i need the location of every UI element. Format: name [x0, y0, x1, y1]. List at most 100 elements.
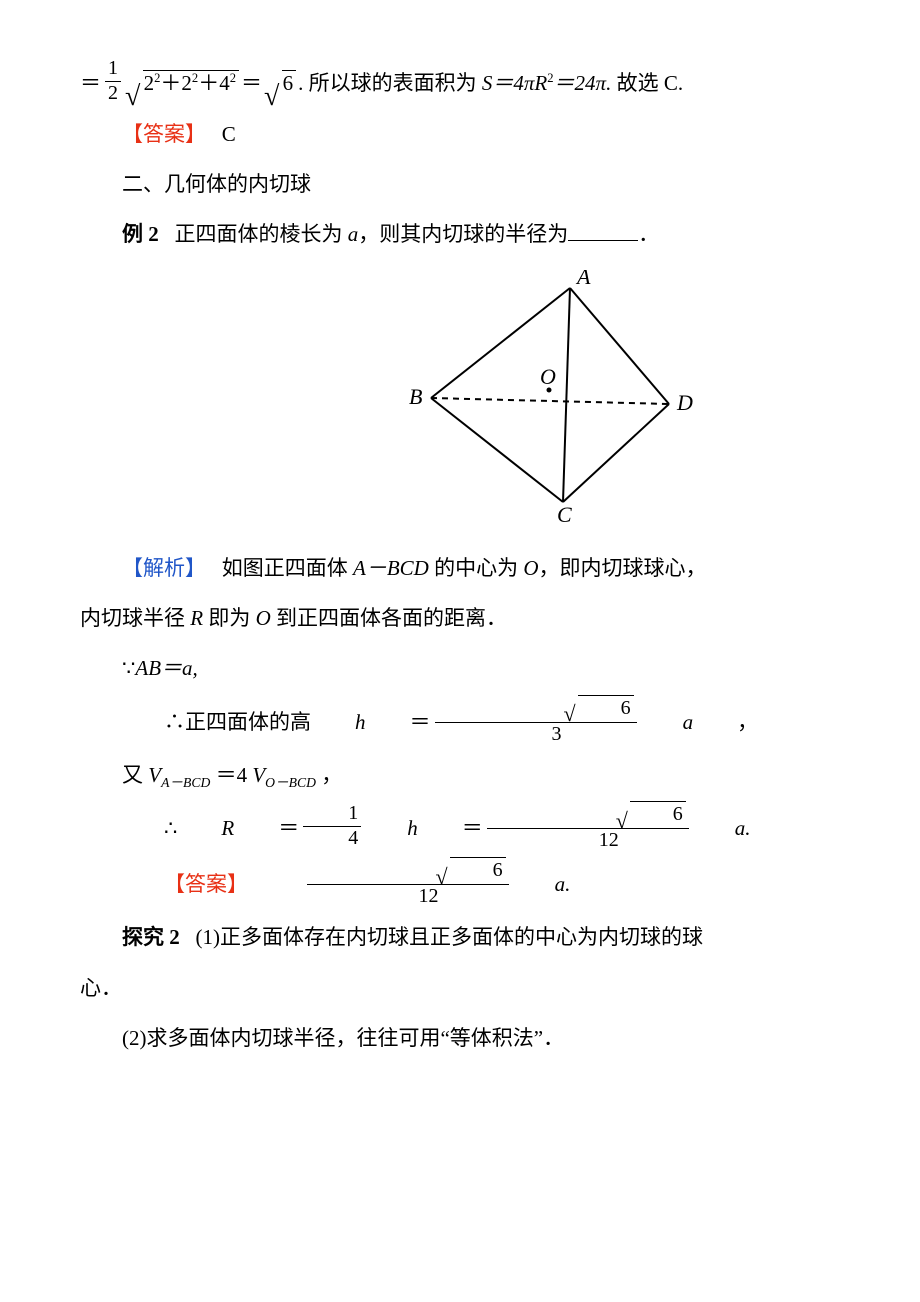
expr-lhs: ＝ 1 2 √ 22＋22＋42 ＝ √ 6 . — [80, 60, 303, 106]
analysis-line-2: 内切球半径 R 即为 O 到正四面体各面的距离． — [80, 596, 920, 640]
ex2-text-c: ． — [638, 222, 659, 246]
explore-label: 探究 2 — [122, 925, 180, 949]
step-4: ∴ R ＝ 1 4 h ＝ √ 6 12 a. — [80, 803, 920, 853]
a2-frac: √ 6 12 — [307, 857, 509, 907]
explore-line-2: (2)求多面体内切球半径，往往可用“等体积法”． — [80, 1016, 920, 1060]
answer-value-1: C — [222, 122, 236, 146]
an2-b: 即为 — [203, 606, 256, 630]
s4-rad: √ — [574, 812, 628, 830]
s2-rad: √ — [522, 705, 576, 723]
answer-label-2: 【答案】 — [122, 862, 248, 906]
s4-wrap: ∴ R ＝ 1 4 h ＝ √ 6 12 a. — [122, 803, 751, 853]
s4-eq2: ＝ — [420, 806, 483, 850]
svg-text:D: D — [676, 390, 693, 415]
s4-eq1: ＝ — [236, 806, 299, 850]
an2-a: 内切球半径 — [80, 606, 190, 630]
s3-Vr: V — [252, 763, 265, 787]
example-2-line: 例 2 正四面体的棱长为 a，则其内切球的半径为 ． — [80, 212, 920, 256]
ex2-text-a: 正四面体的棱长为 — [175, 222, 348, 246]
svg-text:O: O — [540, 364, 556, 389]
frac-num: 1 — [105, 58, 121, 82]
an-text-c: ，即内切球球心， — [539, 556, 707, 580]
dot-1: . — [298, 61, 303, 105]
an-math-a: A－BCD — [353, 556, 429, 580]
s3-rhs: VO－BCD — [252, 763, 316, 787]
step-3: 又 VA－BCD ＝4 VO－BCD ， — [80, 753, 920, 798]
sqrt-2: √ 6 — [264, 61, 296, 105]
example-2-label: 例 2 — [122, 222, 159, 246]
a2-tail: a. — [513, 862, 571, 906]
an2-R: R — [190, 606, 203, 630]
radicand-1: 22＋22＋42 — [143, 70, 239, 96]
s3-subr: O－BCD — [265, 775, 316, 790]
svg-text:C: C — [557, 502, 572, 527]
s4-f1d: 4 — [303, 827, 361, 849]
s4-f2n: √ 6 — [487, 801, 689, 829]
step-2: ∴正四面体的高 h ＝ √ 6 3 a ， — [80, 697, 920, 747]
s4-f1: 1 4 — [303, 803, 361, 849]
s4-f2: √ 6 12 — [487, 801, 689, 851]
answer-2-line: 【答案】 √ 6 12 a. — [80, 859, 920, 909]
s2-wrap: ∴正四面体的高 h ＝ √ 6 3 a ， — [122, 697, 758, 747]
s3-punc: ， — [321, 763, 342, 787]
frac-half: 1 2 — [105, 58, 121, 104]
sqrt-1: √ 22＋22＋42 — [125, 61, 239, 105]
s1-math: AB＝a, — [135, 656, 197, 680]
s2-tail: a — [641, 700, 694, 744]
s3-subl: A－BCD — [161, 775, 210, 790]
a2-num: √ 6 — [307, 857, 509, 885]
tetrahedron-figure: A B C D O — [80, 270, 920, 530]
s2-den: 3 — [435, 723, 637, 745]
an-text-a: 如图正四面体 — [222, 556, 353, 580]
s2-sqrt: √ 6 — [480, 695, 634, 720]
radical-sign-2: √ — [264, 86, 279, 108]
s4-sym: ∴ — [122, 806, 177, 850]
explore-p1: (1)正多面体存在内切球且正多面体的中心为内切球的球 — [196, 925, 703, 949]
s2-h: h — [313, 700, 366, 744]
frac-den: 2 — [105, 82, 121, 104]
s2-radicand: 6 — [578, 695, 634, 720]
text-tail-1: 所以球的表面积为 — [309, 71, 482, 95]
s4-f2d: 12 — [487, 829, 689, 851]
step-1: ∵AB＝a, — [80, 646, 920, 690]
explore-line-1: 探究 2 (1)正多面体存在内切球且正多面体的中心为内切球的球 — [80, 915, 920, 959]
s4-R: R — [179, 806, 234, 850]
s2-frac: √ 6 3 — [435, 695, 637, 745]
s2-text: ∴正四面体的高 — [122, 700, 311, 744]
s4-f1n: 1 — [303, 803, 361, 827]
analysis-label: 【解析】 — [122, 556, 206, 580]
s3-eq: ＝4 — [216, 763, 248, 787]
s2-num: √ 6 — [435, 695, 637, 723]
s2-punc: ， — [695, 700, 758, 744]
an2-c: 到正四面体各面的距离． — [271, 606, 507, 630]
a2-den: 12 — [307, 885, 509, 907]
text-tail-2: 故选 C. — [617, 71, 684, 95]
s4-h: h — [365, 806, 418, 850]
section-2-title: 二、几何体的内切球 — [80, 162, 920, 206]
equals-2: ＝ — [241, 61, 262, 105]
blank-line — [568, 219, 638, 241]
an2-O: O — [256, 606, 271, 630]
a2-wrap: 【答案】 √ 6 12 a. — [122, 859, 570, 909]
ex2-text-b: ，则其内切球的半径为 — [358, 222, 568, 246]
an-math-b: O — [523, 556, 538, 580]
svg-text:A: A — [575, 270, 591, 289]
equation-line-1: ＝ 1 2 √ 22＋22＋42 ＝ √ 6 . 所以球的表面积为 S＝4πR2… — [80, 60, 920, 106]
equals-1: ＝ — [80, 61, 101, 105]
formula-tail: S＝4πR2＝24π. — [482, 71, 611, 95]
ex2-var: a — [348, 222, 359, 246]
s4-tail: a. — [693, 806, 751, 850]
radical-sign-1: √ — [125, 86, 140, 108]
s4-radicand: 6 — [630, 801, 686, 826]
analysis-line-1: 【解析】 如图正四面体 A－BCD 的中心为 O，即内切球球心， — [80, 546, 920, 590]
tetrahedron-svg: A B C D O — [385, 270, 695, 530]
a2-rad: √ — [394, 868, 448, 886]
explore-line-1b: 心． — [80, 966, 920, 1010]
svg-text:B: B — [409, 384, 422, 409]
s3-lhs: VA－BCD — [148, 763, 210, 787]
s1-sym: ∵ — [122, 656, 135, 680]
answer-label-1: 【答案】 — [122, 122, 206, 146]
answer-1-line: 【答案】 C — [80, 112, 920, 156]
s2-eq: ＝ — [368, 700, 431, 744]
s3-Vl: V — [148, 763, 161, 787]
